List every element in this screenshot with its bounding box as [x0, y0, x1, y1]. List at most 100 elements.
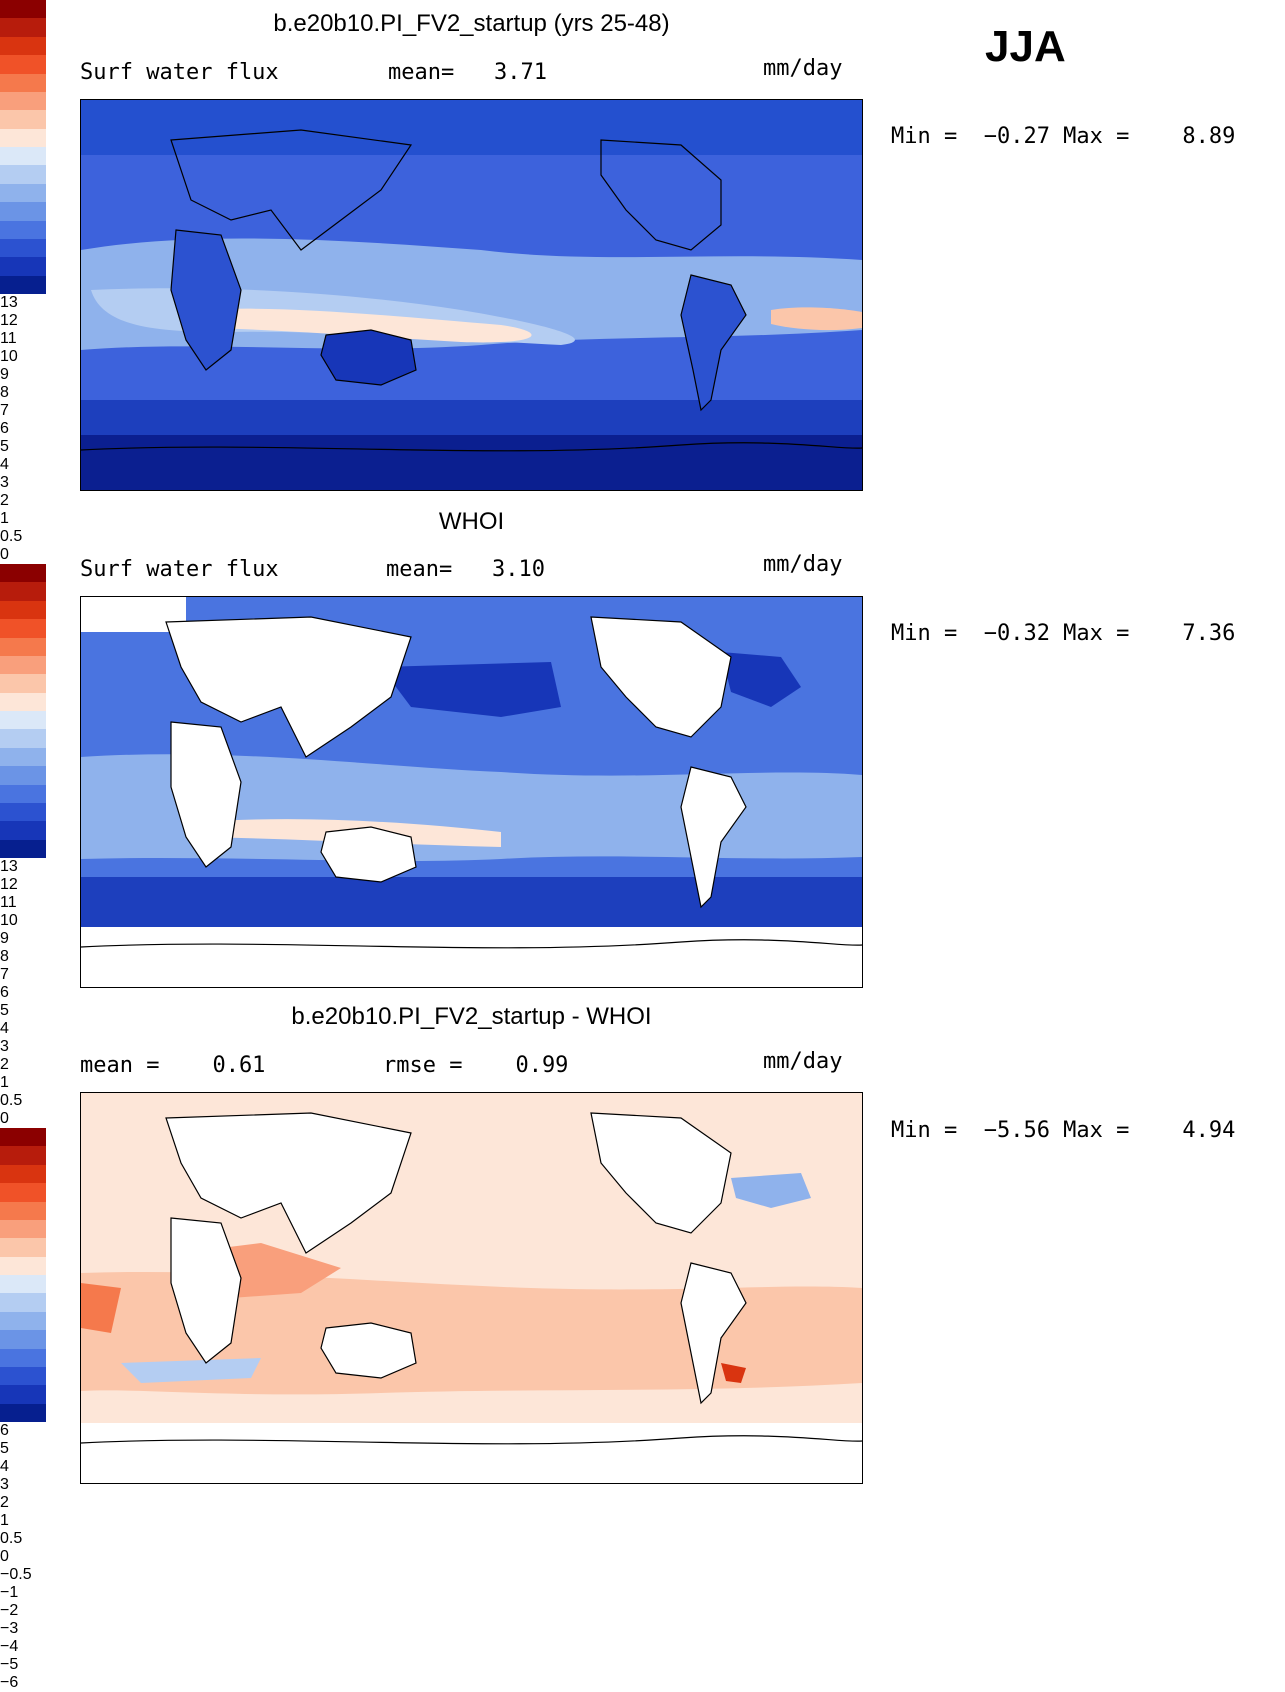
colorbar-swatch [0, 839, 46, 858]
colorbar-tick-label: −2 [0, 1602, 19, 1619]
colorbar-tick-label: 5 [0, 1440, 9, 1457]
colorbar-swatch [0, 821, 46, 840]
colorbar-swatch [0, 637, 46, 656]
colorbar-swatch [0, 183, 46, 203]
colorbar-swatch [0, 0, 46, 19]
colorbar-tick-label: 8 [0, 948, 9, 965]
colorbar-swatch [0, 619, 46, 638]
colorbar-swatch [0, 692, 46, 711]
map-obs [80, 596, 863, 988]
colorbar-tick-label: −1 [0, 1584, 19, 1601]
colorbar-swatch [0, 711, 46, 730]
colorbar-tick-label: −3 [0, 1620, 19, 1637]
colorbar-tick-label: 10 [0, 348, 18, 365]
colorbar-tick-label: 10 [0, 912, 18, 929]
units-label-diff: mm/day [763, 1049, 843, 1074]
colorbar-swatch [0, 1238, 46, 1257]
colorbar-swatch [0, 202, 46, 221]
colorbar-swatch [0, 766, 46, 785]
colorbar-swatch [0, 1128, 46, 1147]
colorbar-tick-label: −4 [0, 1638, 19, 1655]
minmax-diff: Min = −5.56 Max = 4.94 [891, 1118, 1236, 1143]
colorbar-tick-label: 2 [0, 1056, 9, 1073]
colorbar-tick-label: 1 [0, 1512, 9, 1529]
colorbar-swatch [0, 36, 46, 56]
colorbar-tick-label: 6 [0, 420, 9, 437]
mean-value-obs: mean= 3.10 [386, 557, 545, 582]
colorbar-swatch [0, 73, 46, 92]
colorbar-swatch [0, 220, 46, 239]
colorbar-tick-label: 11 [0, 330, 17, 347]
stat-label-obs: Surf water flux [80, 557, 279, 582]
colorbar-swatch [0, 1293, 46, 1312]
colorbar-swatch [0, 1275, 46, 1294]
colorbar-swatch [0, 1219, 46, 1239]
colorbar-swatch [0, 1366, 46, 1386]
colorbar-swatch [0, 1330, 46, 1349]
colorbar-tick-label: 0 [0, 546, 9, 563]
colorbar-tick-label: 0 [0, 1548, 9, 1565]
colorbar-swatch [0, 1311, 46, 1331]
colorbar-tick-label: 7 [0, 402, 9, 419]
colorbar-swatch [0, 802, 46, 822]
colorbar-swatch [0, 674, 46, 693]
colorbar-swatch [0, 729, 46, 748]
units-label-model: mm/day [763, 56, 843, 81]
colorbar-tick-label: 13 [0, 294, 18, 311]
colorbar-tick-label: 6 [0, 1422, 9, 1439]
map-model [80, 99, 863, 491]
colorbar-tick-label: 5 [0, 1002, 9, 1019]
colorbar-swatch [0, 238, 46, 258]
stat-label-model: Surf water flux [80, 60, 279, 85]
colorbar-swatch [0, 1146, 46, 1165]
season-label: JJA [985, 22, 1066, 71]
colorbar-swatch [0, 18, 46, 37]
colorbar-tick-label: 4 [0, 1020, 9, 1037]
colorbar-tick-label: 13 [0, 858, 18, 875]
colorbar-tick-label: 8 [0, 384, 9, 401]
colorbar-swatch [0, 1385, 46, 1404]
colorbar-swatch [0, 1348, 46, 1367]
colorbar-swatch [0, 275, 46, 294]
colorbar-tick-label: 12 [0, 876, 18, 893]
colorbar-swatch [0, 784, 46, 803]
colorbar-tick-label: 9 [0, 930, 9, 947]
colorbar-swatch [0, 110, 46, 129]
colorbar-tick-label: 0 [0, 1110, 9, 1127]
minmax-obs: Min = −0.32 Max = 7.36 [891, 621, 1236, 646]
colorbar-swatch [0, 582, 46, 601]
colorbar-tick-label: 12 [0, 312, 18, 329]
colorbar-tick-label: 9 [0, 366, 9, 383]
minmax-model: Min = −0.27 Max = 8.89 [891, 124, 1236, 149]
colorbar-tick-label: −6 [0, 1674, 19, 1691]
colorbar-tick-label: 0.5 [0, 1530, 23, 1547]
colorbar-tick-label: 7 [0, 966, 9, 983]
colorbar-swatch [0, 564, 46, 583]
colorbar-tick-label: 5 [0, 438, 9, 455]
colorbar-swatch [0, 1183, 46, 1202]
mean-value-model: mean= 3.71 [388, 60, 547, 85]
colorbar-swatch [0, 1256, 46, 1275]
colorbar-tick-label: 0.5 [0, 528, 23, 545]
colorbar-swatch [0, 55, 46, 74]
colorbar-tick-label: 0.5 [0, 1092, 23, 1109]
colorbar-swatch [0, 1403, 46, 1422]
colorbar-tick-label: 3 [0, 1038, 9, 1055]
colorbar-tick-label: 4 [0, 456, 9, 473]
colorbar-swatch [0, 91, 46, 111]
colorbar-tick-label: 4 [0, 1458, 9, 1475]
panel-title-obs: WHOI [438, 508, 505, 535]
units-label-obs: mm/day [763, 552, 843, 577]
colorbar-swatch [0, 1164, 46, 1184]
colorbar-swatch [0, 600, 46, 620]
colorbar-tick-label: 6 [0, 984, 9, 1001]
colorbar-tick-label: 2 [0, 1494, 9, 1511]
colorbar-swatch [0, 1201, 46, 1220]
colorbar-swatch [0, 128, 46, 147]
colorbar-tick-label: 1 [0, 510, 9, 527]
colorbar-tick-label: 3 [0, 474, 9, 491]
colorbar-swatch [0, 165, 46, 184]
colorbar-tick-label: 2 [0, 492, 9, 509]
rmse-value-diff: rmse = 0.99 [383, 1053, 569, 1078]
colorbar-swatch [0, 655, 46, 675]
